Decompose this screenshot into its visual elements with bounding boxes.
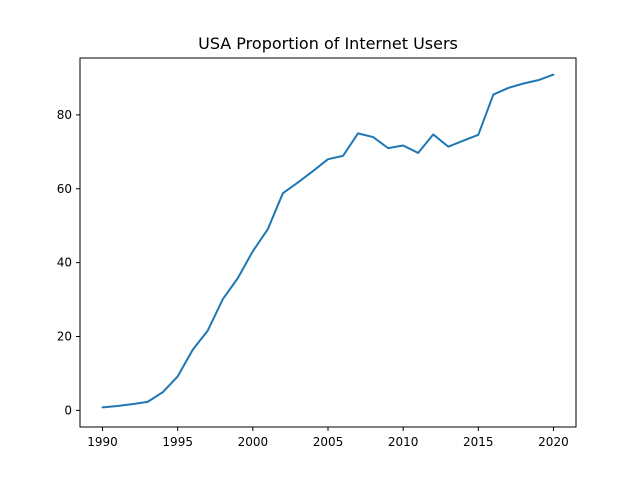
- x-axis: 1990 1995 2000 2005 2010 2015 2020: [87, 427, 569, 449]
- x-tick-label-1995: 1995: [162, 435, 193, 449]
- plot-area: [101, 73, 555, 409]
- x-tick-label-2005: 2005: [313, 435, 344, 449]
- series-line-usa-internet-users: [101, 73, 555, 409]
- y-axis: 0 20 40 60 80: [57, 108, 80, 417]
- y-tick-label-20: 20: [57, 330, 72, 344]
- y-tick-label-0: 0: [64, 403, 72, 417]
- y-tick-label-60: 60: [57, 182, 72, 196]
- y-tick-label-80: 80: [57, 108, 72, 122]
- x-tick-label-1990: 1990: [87, 435, 118, 449]
- x-tick-label-2015: 2015: [463, 435, 494, 449]
- axes-frame: [79, 57, 577, 428]
- y-tick-label-40: 40: [57, 256, 72, 270]
- x-tick-label-2020: 2020: [538, 435, 569, 449]
- chart-title: USA Proportion of Internet Users: [198, 34, 458, 53]
- x-tick-label-2010: 2010: [388, 435, 419, 449]
- x-tick-label-2000: 2000: [238, 435, 269, 449]
